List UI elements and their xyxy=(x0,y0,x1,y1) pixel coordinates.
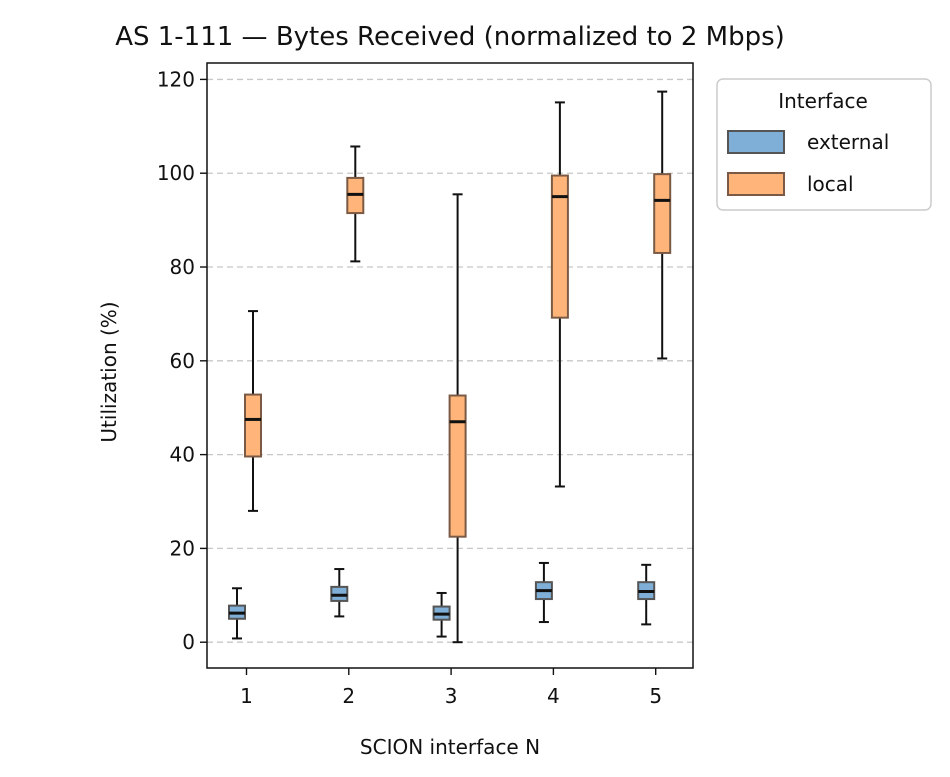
legend: Interface external local xyxy=(716,78,932,211)
legend-title: Interface xyxy=(778,89,868,113)
x-axis: 1 2 3 4 5 xyxy=(240,668,662,708)
plot-area xyxy=(228,90,672,644)
y-tick-label: 120 xyxy=(157,67,195,91)
x-tick-label: 5 xyxy=(649,684,662,708)
chart-title: AS 1-111 — Bytes Received (normalized to… xyxy=(115,22,785,52)
legend-label: external xyxy=(807,130,889,154)
box-external-3 xyxy=(432,591,451,638)
box-external-2 xyxy=(330,568,349,618)
iqr-box xyxy=(550,174,569,319)
iqr-box xyxy=(244,393,262,458)
box-external-4 xyxy=(534,561,553,624)
legend-item-local: local xyxy=(727,172,854,196)
y-axis: 0 20 40 60 80 100 120 xyxy=(157,67,207,654)
y-axis-label: Utilization (%) xyxy=(97,301,121,442)
legend-swatch xyxy=(727,172,785,196)
box-external-1 xyxy=(228,587,246,640)
y-tick-label: 0 xyxy=(182,630,195,654)
iqr-box xyxy=(448,394,467,538)
box-local-2 xyxy=(346,145,365,263)
box-local-4 xyxy=(550,101,569,488)
y-tick-label: 20 xyxy=(170,536,195,560)
x-tick-label: 3 xyxy=(445,684,458,708)
legend-swatch xyxy=(727,130,785,154)
legend-label: local xyxy=(807,172,854,196)
box-local-5 xyxy=(653,90,672,360)
box-local-1 xyxy=(244,310,262,512)
y-tick-label: 60 xyxy=(170,349,195,373)
y-tick-label: 80 xyxy=(170,255,195,279)
x-tick-label: 1 xyxy=(240,684,253,708)
box-local-3 xyxy=(448,193,467,644)
x-tick-label: 4 xyxy=(547,684,560,708)
x-tick-label: 2 xyxy=(342,684,355,708)
gridlines xyxy=(207,78,693,643)
box-external-5 xyxy=(637,563,656,626)
x-axis-label: SCION interface N xyxy=(360,735,540,759)
plot-frame xyxy=(206,62,694,669)
y-tick-label: 40 xyxy=(170,443,195,467)
legend-item-external: external xyxy=(727,130,889,154)
y-tick-label: 100 xyxy=(157,161,195,185)
iqr-box xyxy=(653,173,672,254)
